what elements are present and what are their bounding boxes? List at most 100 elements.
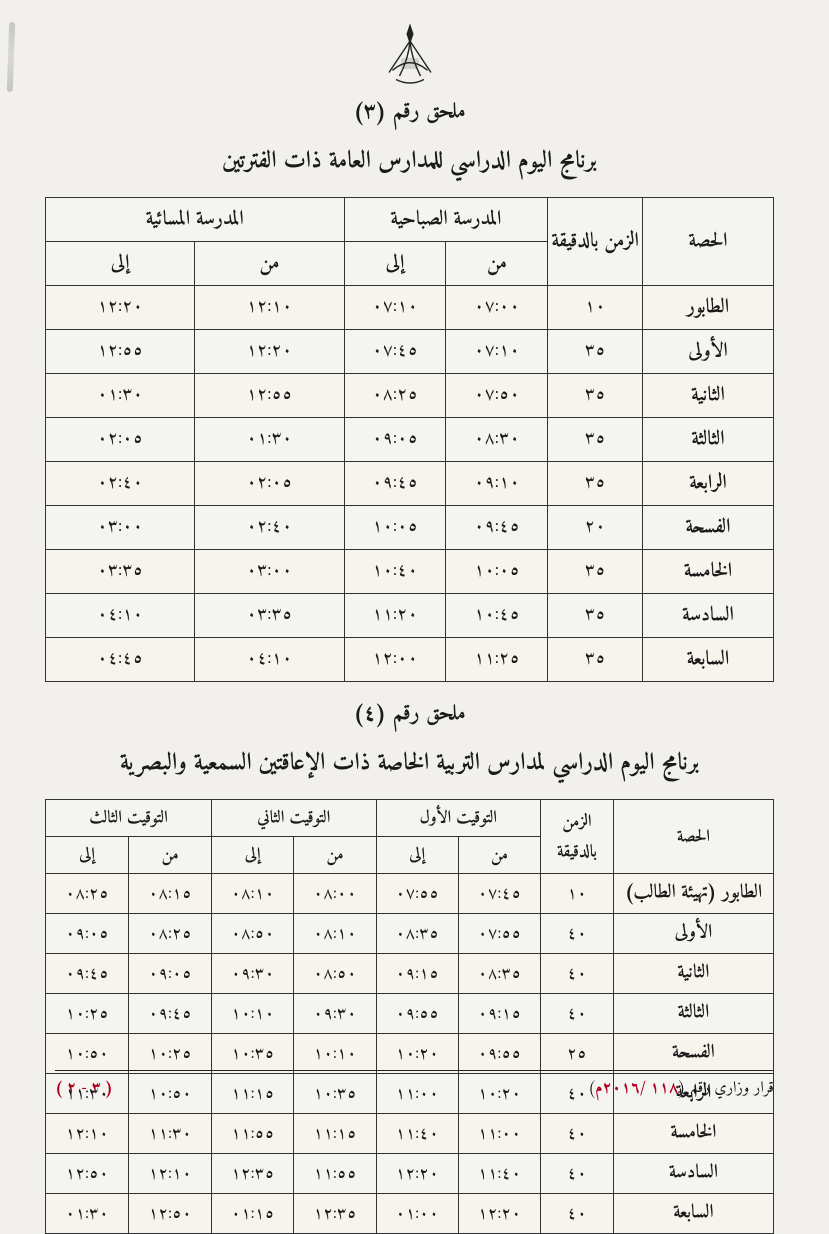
cell-period: الفسحة <box>613 1034 773 1074</box>
col-duration: الزمن بالدقيقة <box>548 198 643 286</box>
cell-t3-to: ٠٨:٢٥ <box>46 874 129 914</box>
col-time3: التوقيت الثالث <box>46 800 212 837</box>
cell-t2-to: ٠٨:١٠ <box>212 874 294 914</box>
table-row: الأولى٣٥٠٧:١٠٠٧:٤٥١٢:٢٠١٢:٥٥ <box>46 330 774 374</box>
col-to: إلى <box>46 837 129 874</box>
table-row: الفسحة٢٠٠٩:٤٥١٠:٠٥٠٢:٤٠٠٣:٠٠ <box>46 506 774 550</box>
table-row: الطابور١٠٠٧:٠٠٠٧:١٠١٢:١٠١٢:٢٠ <box>46 286 774 330</box>
col-to: إلى <box>212 837 294 874</box>
cell-morning-from: ٠٧:٥٠ <box>446 374 548 418</box>
cell-t3-to: ٠٩:٠٥ <box>46 914 129 954</box>
cell-morning-to: ١٠:٠٥ <box>344 506 446 550</box>
cell-t2-to: ١٠:٣٥ <box>212 1034 294 1074</box>
cell-period: السابعة <box>642 638 773 682</box>
cell-t1-to: ٠٩:٥٥ <box>376 994 458 1034</box>
cell-duration: ٣٥ <box>548 462 643 506</box>
cell-duration: ٤٠ <box>541 1194 614 1234</box>
cell-duration: ٤٠ <box>541 1114 614 1154</box>
col-period: الحصة <box>613 800 773 874</box>
cell-duration: ٢٠ <box>548 506 643 550</box>
cell-t1-to: ٠٧:٥٥ <box>376 874 458 914</box>
cell-t2-from: ٠٩:٣٠ <box>294 994 376 1034</box>
col-from: من <box>458 837 540 874</box>
cell-t2-from: ١٠:١٠ <box>294 1034 376 1074</box>
cell-evening-to: ٠٤:١٠ <box>46 594 195 638</box>
cell-period: الأولى <box>642 330 773 374</box>
cell-t2-from: ١٢:٣٥ <box>294 1194 376 1234</box>
cell-t3-from: ٠٩:٠٥ <box>129 954 212 994</box>
cell-t2-to: ٠١:١٥ <box>212 1194 294 1234</box>
cell-period: الثانية <box>613 954 773 994</box>
cell-t1-to: ١١:٤٠ <box>376 1114 458 1154</box>
cell-morning-from: ١٠:٤٥ <box>446 594 548 638</box>
table-row: الثانية٣٥٠٧:٥٠٠٨:٢٥١٢:٥٥٠١:٣٠ <box>46 374 774 418</box>
cell-morning-from: ١١:٢٥ <box>446 638 548 682</box>
cell-evening-to: ١٢:٥٥ <box>46 330 195 374</box>
cell-t3-to: ٠١:٣٠ <box>46 1194 129 1234</box>
cell-t3-from: ٠٩:٤٥ <box>129 994 212 1034</box>
table-row: الأولى٤٠٠٧:٥٥٠٨:٣٥٠٨:١٠٠٨:٥٠٠٨:٢٥٠٩:٠٥ <box>46 914 774 954</box>
cell-t1-from: ١١:٠٠ <box>458 1114 540 1154</box>
cell-duration: ٤٠ <box>541 914 614 954</box>
cell-t3-to: ١٢:١٠ <box>46 1114 129 1154</box>
cell-duration: ٣٥ <box>548 418 643 462</box>
cell-t3-from: ٠٨:٢٥ <box>129 914 212 954</box>
table-row: السابعة٣٥١١:٢٥١٢:٠٠٠٤:١٠٠٤:٤٥ <box>46 638 774 682</box>
cell-t3-from: ١١:٣٠ <box>129 1114 212 1154</box>
cell-evening-to: ٠٣:٣٥ <box>46 550 195 594</box>
cell-t2-from: ١١:٥٥ <box>294 1154 376 1194</box>
cell-morning-to: ٠٧:١٠ <box>344 286 446 330</box>
col-to: إلى <box>46 242 195 286</box>
cell-duration: ٣٥ <box>548 638 643 682</box>
cell-morning-to: ٠٨:٢٥ <box>344 374 446 418</box>
cell-evening-to: ٠٢:٠٥ <box>46 418 195 462</box>
table-row: الثانية٤٠٠٨:٣٥٠٩:١٥٠٨:٥٠٠٩:٣٠٠٩:٠٥٠٩:٤٥ <box>46 954 774 994</box>
cell-evening-from: ٠٢:٤٠ <box>195 506 344 550</box>
table-row: الثالثة٣٥٠٨:٣٠٠٩:٠٥٠١:٣٠٠٢:٠٥ <box>46 418 774 462</box>
cell-morning-to: ١٢:٠٠ <box>344 638 446 682</box>
cell-morning-to: ٠٧:٤٥ <box>344 330 446 374</box>
cell-t1-from: ٠٨:٣٥ <box>458 954 540 994</box>
cell-duration: ٣٥ <box>548 330 643 374</box>
decree-number: ١١٨ /٢٠١٦م <box>595 1075 678 1103</box>
cell-t1-from: ٠٩:٥٥ <box>458 1034 540 1074</box>
col-time1: التوقيت الأول <box>376 800 541 837</box>
col-time2: التوقيت الثاني <box>212 800 377 837</box>
cell-evening-from: ٠٤:١٠ <box>195 638 344 682</box>
table-row: الطابور (تهيئة الطالب)١٠٠٧:٤٥٠٧:٥٥٠٨:٠٠٠… <box>46 874 774 914</box>
col-to: إلى <box>344 242 446 286</box>
cell-evening-to: ٠٤:٤٥ <box>46 638 195 682</box>
cell-t2-from: ١١:١٥ <box>294 1114 376 1154</box>
cell-t3-to: ١٠:٢٥ <box>46 994 129 1034</box>
cell-duration: ٢٥ <box>541 1034 614 1074</box>
col-from: من <box>446 242 548 286</box>
table-row: السابعة٤٠١٢:٢٠٠١:٠٠١٢:٣٥٠١:١٥١٢:٥٠٠١:٣٠ <box>46 1194 774 1234</box>
cell-duration: ٤٠ <box>541 1154 614 1194</box>
cell-evening-from: ١٢:٥٥ <box>195 374 344 418</box>
table-row: الخامسة٤٠١١:٠٠١١:٤٠١١:١٥١١:٥٥١١:٣٠١٢:١٠ <box>46 1114 774 1154</box>
cell-evening-to: ٠١:٣٠ <box>46 374 195 418</box>
cell-morning-to: ١٠:٤٠ <box>344 550 446 594</box>
cell-morning-to: ١١:٢٠ <box>344 594 446 638</box>
col-period: الحصة <box>642 198 773 286</box>
cell-period: الطابور (تهيئة الطالب) <box>613 874 773 914</box>
cell-period: الثانية <box>642 374 773 418</box>
cell-t2-to: ١٢:٣٥ <box>212 1154 294 1194</box>
table-row: الخامسة٣٥١٠:٠٥١٠:٤٠٠٣:٠٠٠٣:٣٥ <box>46 550 774 594</box>
cell-evening-to: ٠٢:٤٠ <box>46 462 195 506</box>
table-row: الثالثة٤٠٠٩:١٥٠٩:٥٥٠٩:٣٠١٠:١٠٠٩:٤٥١٠:٢٥ <box>46 994 774 1034</box>
cell-t2-to: ٠٩:٣٠ <box>212 954 294 994</box>
cell-t1-from: ١٢:٢٠ <box>458 1194 540 1234</box>
appendix4-number: ملحق رقم (٤) <box>45 694 774 733</box>
cell-morning-from: ٠٩:٤٥ <box>446 506 548 550</box>
khanjar-emblem-icon <box>375 20 445 90</box>
cell-t3-from: ١٢:٥٠ <box>129 1194 212 1234</box>
cell-t2-from: ٠٨:٠٠ <box>294 874 376 914</box>
cell-period: الرابعة <box>642 462 773 506</box>
cell-evening-from: ١٢:٢٠ <box>195 330 344 374</box>
table-row: الرابعة٣٥٠٩:١٠٠٩:٤٥٠٢:٠٥٠٢:٤٠ <box>46 462 774 506</box>
appendix4-title: برنامج اليوم الدراسي لمدارس التربية الخا… <box>45 743 774 785</box>
cell-t3-from: ١٠:٢٥ <box>129 1034 212 1074</box>
cell-evening-from: ٠٣:٠٠ <box>195 550 344 594</box>
cell-evening-to: ٠٣:٠٠ <box>46 506 195 550</box>
